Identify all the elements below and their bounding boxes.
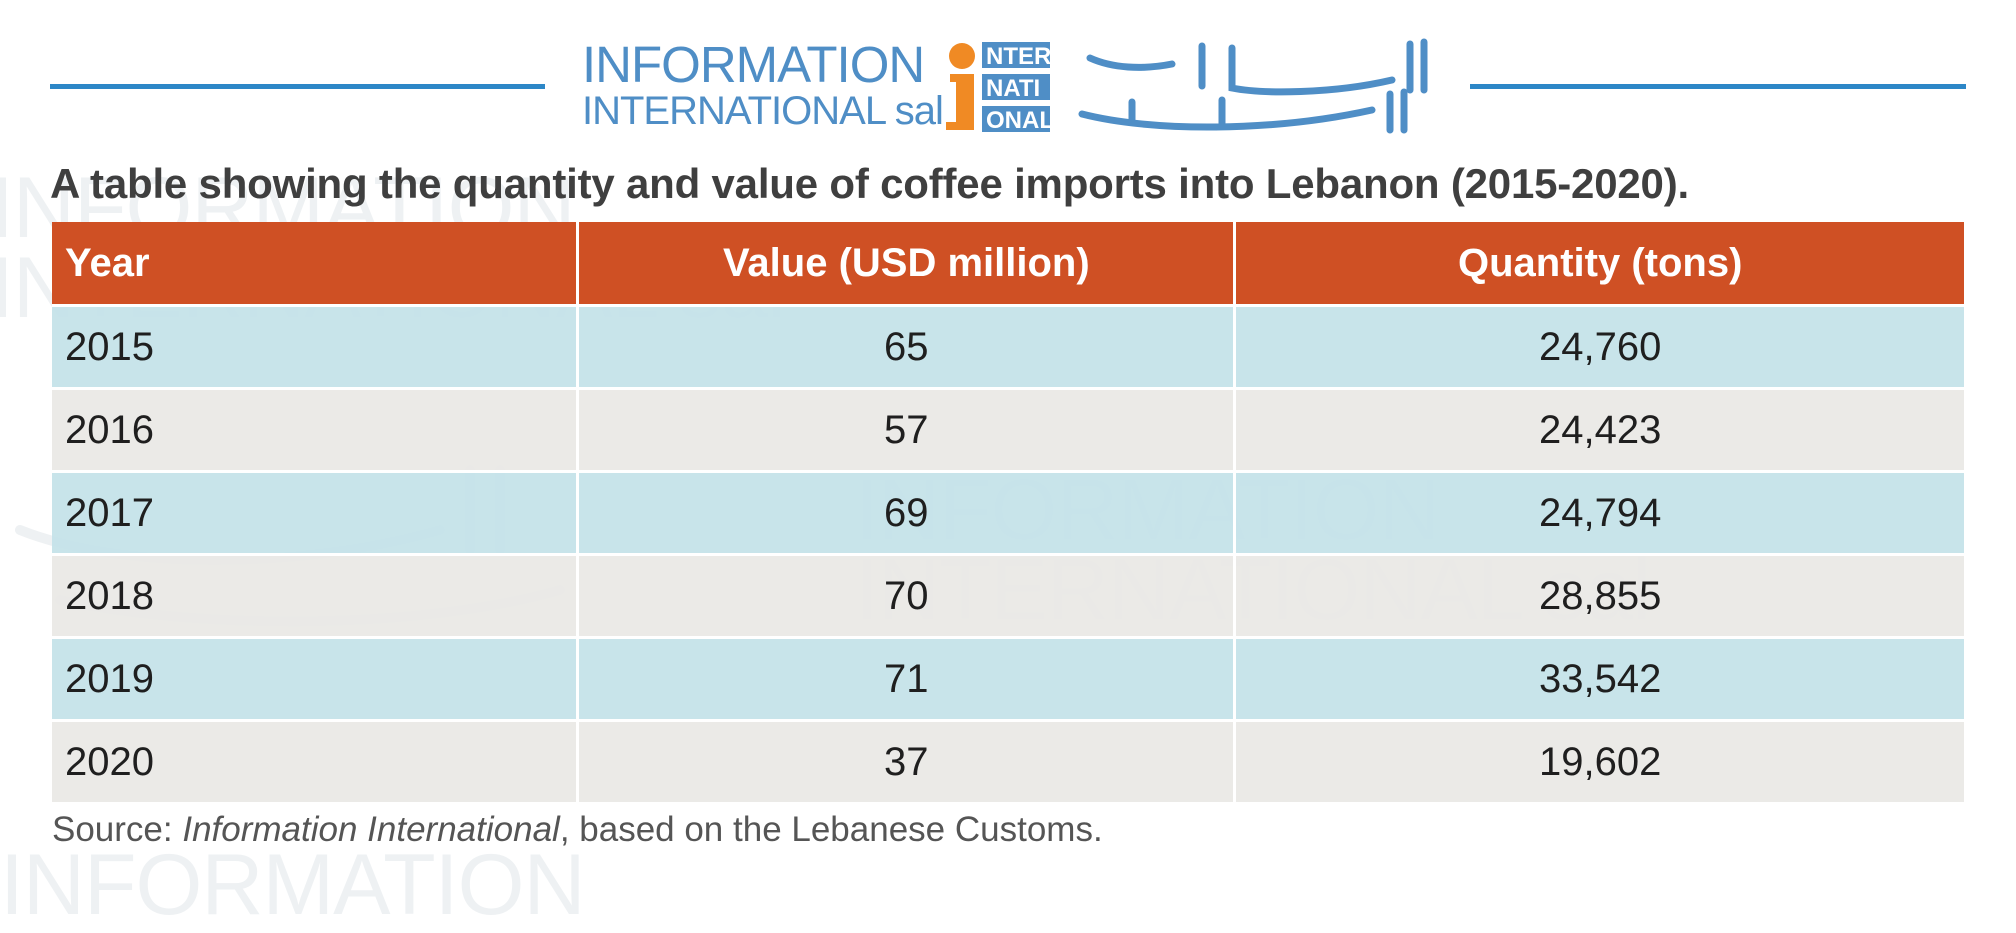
- cell-quantity: 24,760: [1233, 304, 1964, 387]
- cell-quantity: 24,794: [1233, 470, 1964, 553]
- cell-value: 69: [576, 470, 1234, 553]
- cell-year: 2019: [52, 636, 577, 719]
- header-rule-left: [50, 84, 545, 89]
- svg-text:NATI: NATI: [986, 75, 1040, 102]
- watermark-bottom: INFORMATION: [0, 837, 586, 933]
- header-rule-right: [1470, 84, 1966, 89]
- table-row: 2019 71 33,542: [52, 636, 1964, 719]
- cell-year: 2017: [52, 470, 577, 553]
- source-suffix: , based on the Lebanese Customs.: [559, 810, 1103, 849]
- cell-year: 2015: [52, 304, 577, 387]
- table-row: 2017 69 24,794: [52, 470, 1964, 553]
- column-header-quantity: Quantity (tons): [1233, 222, 1964, 304]
- logo-wordmark: INFORMATION INTERNATIONAL sal: [582, 36, 944, 134]
- svg-text:ONAL: ONAL: [986, 107, 1054, 134]
- column-header-year: Year: [52, 222, 577, 304]
- table-row: 2020 37 19,602: [52, 719, 1964, 802]
- cell-year: 2020: [52, 719, 577, 802]
- logo-line1: INFORMATION: [582, 36, 925, 93]
- logo-i-mark-icon: NTER NATI ONAL: [946, 42, 1054, 134]
- cell-value: 70: [576, 553, 1234, 636]
- cell-value: 71: [576, 636, 1234, 719]
- source-name: Information International: [182, 810, 560, 849]
- cell-value: 65: [576, 304, 1234, 387]
- table-row: 2016 57 24,423: [52, 387, 1964, 470]
- source-note: Source: Information International, based…: [52, 810, 1103, 850]
- table-title: A table showing the quantity and value o…: [50, 160, 1689, 207]
- table-row: 2015 65 24,760: [52, 304, 1964, 387]
- column-header-value: Value (USD million): [576, 222, 1234, 304]
- cell-value: 57: [576, 387, 1234, 470]
- cell-quantity: 19,602: [1233, 719, 1964, 802]
- cell-quantity: 28,855: [1233, 553, 1964, 636]
- cell-quantity: 33,542: [1233, 636, 1964, 719]
- svg-text:NTER: NTER: [986, 43, 1051, 70]
- logo-line2: INTERNATIONAL sal: [582, 89, 944, 133]
- cell-year: 2018: [52, 553, 577, 636]
- logo-arabic-wordmark: [1078, 38, 1428, 134]
- cell-year: 2016: [52, 387, 577, 470]
- cell-value: 37: [576, 719, 1234, 802]
- coffee-imports-table: Year Value (USD million) Quantity (tons)…: [52, 222, 1964, 802]
- table-header-row: Year Value (USD million) Quantity (tons): [52, 222, 1964, 304]
- company-logo: INFORMATION INTERNATIONAL sal NTER NATI …: [582, 38, 1442, 138]
- cell-quantity: 24,423: [1233, 387, 1964, 470]
- table-row: 2018 70 28,855: [52, 553, 1964, 636]
- watermark-logo-bottom: INFORMATION: [0, 837, 586, 933]
- source-prefix: Source:: [52, 810, 183, 849]
